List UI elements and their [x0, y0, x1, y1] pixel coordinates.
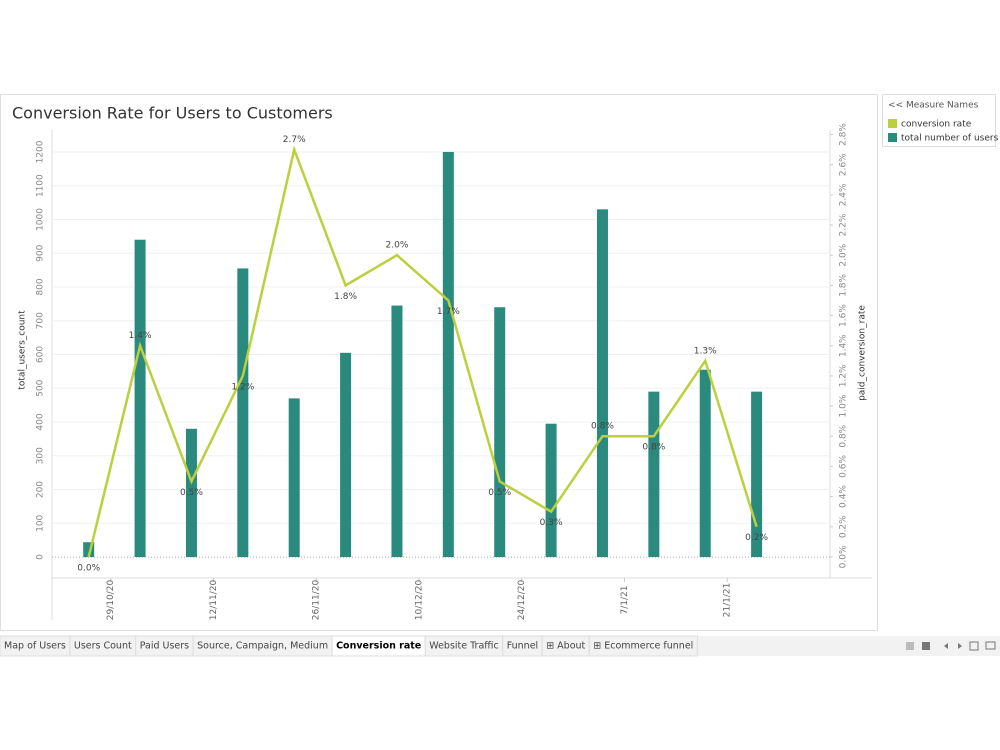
y-tick-label: 900 — [36, 244, 46, 261]
bar[interactable] — [442, 151, 454, 558]
data-label: 1.2% — [231, 382, 254, 392]
data-label: 2.0% — [386, 241, 409, 251]
bar[interactable] — [545, 423, 557, 558]
y2-tick-label: 1.8% — [839, 273, 849, 296]
y2-tick-label: 2.2% — [839, 213, 849, 236]
bar[interactable] — [340, 352, 352, 558]
y-tick-label: 500 — [36, 379, 46, 396]
bar[interactable] — [596, 209, 608, 558]
tab-label[interactable]: Funnel — [507, 641, 539, 652]
data-label: 1.3% — [694, 346, 717, 356]
y-tick-label: 0 — [36, 554, 46, 560]
y2-tick-label: 2.4% — [839, 183, 849, 206]
x-tick-label: 29/10/20 — [106, 580, 116, 621]
bar[interactable] — [83, 542, 95, 558]
y-tick-label: 1000 — [36, 208, 46, 231]
tab-label[interactable]: Source, Campaign, Medium — [197, 641, 328, 652]
y2-tick-label: 1.6% — [839, 304, 849, 327]
tab-label[interactable]: Conversion rate — [336, 641, 421, 652]
data-label: 2.7% — [283, 135, 306, 145]
y-tick-label: 300 — [36, 447, 46, 464]
data-label: 1.7% — [437, 307, 460, 317]
bar[interactable] — [699, 369, 711, 558]
bar[interactable] — [288, 398, 300, 558]
legend-label[interactable]: total number of users — [901, 134, 999, 144]
tab-label[interactable]: Map of Users — [4, 641, 66, 652]
y2-tick-label: 0.0% — [839, 545, 849, 568]
tab-label[interactable]: ⊞ About — [546, 641, 585, 652]
x-tick-label: 26/11/20 — [312, 580, 322, 621]
data-label: 0.5% — [180, 488, 203, 498]
y2-tick-label: 1.0% — [839, 394, 849, 417]
y-tick-label: 1200 — [36, 140, 46, 163]
data-label: 0.5% — [488, 488, 511, 498]
legend-box — [882, 94, 996, 147]
y2-tick-label: 2.8% — [839, 123, 849, 146]
x-tick-label: 21/1/21 — [723, 583, 733, 618]
chart-title: Conversion Rate for Users to Customers — [12, 104, 333, 123]
legend-label[interactable]: conversion rate — [901, 120, 972, 130]
data-label: 0.0% — [77, 563, 100, 573]
y-tick-label: 400 — [36, 413, 46, 430]
y2-axis-label: paid_conversion_rate — [858, 305, 868, 401]
y-tick-label: 800 — [36, 278, 46, 295]
y-tick-label: 200 — [36, 481, 46, 498]
x-tick-label: 24/12/20 — [517, 580, 527, 621]
y2-tick-label: 2.0% — [839, 243, 849, 266]
tab-label[interactable]: Website Traffic — [429, 641, 498, 652]
icon[interactable] — [944, 643, 948, 649]
data-label: 1.8% — [334, 292, 357, 302]
data-label: 0.8% — [591, 422, 614, 432]
icon[interactable] — [969, 641, 979, 651]
icon[interactable] — [985, 641, 996, 650]
bar[interactable] — [648, 391, 660, 558]
y2-tick-label: 0.4% — [839, 485, 849, 508]
y2-tick-label: 1.4% — [839, 334, 849, 357]
data-label: 0.2% — [745, 533, 768, 543]
x-tick-label: 12/11/20 — [209, 580, 219, 621]
legend-swatch[interactable] — [888, 119, 897, 128]
bar[interactable] — [751, 391, 763, 558]
y2-tick-label: 1.2% — [839, 364, 849, 387]
data-label: 0.8% — [642, 443, 665, 453]
x-tick-label: 7/1/21 — [620, 586, 630, 615]
bar[interactable] — [185, 428, 197, 558]
icon[interactable] — [958, 643, 962, 649]
bar[interactable] — [391, 305, 403, 558]
icon[interactable] — [906, 642, 914, 650]
y2-tick-label: 0.2% — [839, 515, 849, 538]
y-tick-label: 1100 — [36, 174, 46, 197]
y-tick-label: 100 — [36, 514, 46, 531]
y2-tick-label: 0.6% — [839, 455, 849, 478]
y-tick-label: 700 — [36, 312, 46, 329]
chart-panel — [0, 94, 878, 631]
x-tick-label: 10/12/20 — [414, 580, 424, 621]
icon[interactable] — [922, 642, 930, 650]
bar[interactable] — [494, 307, 506, 558]
y-tick-label: 600 — [36, 346, 46, 363]
y2-tick-label: 0.8% — [839, 424, 849, 447]
data-label: 0.3% — [540, 518, 563, 528]
data-label: 1.4% — [129, 331, 152, 341]
legend-swatch[interactable] — [888, 133, 897, 142]
tab-label[interactable]: Users Count — [74, 641, 132, 652]
tab[interactable] — [588, 635, 698, 657]
y2-tick-label: 2.6% — [839, 153, 849, 176]
tab-label[interactable]: Paid Users — [140, 641, 189, 652]
bar[interactable] — [237, 268, 249, 558]
line — [87, 145, 758, 558]
bar[interactable] — [134, 239, 146, 558]
y-axis-label: total_users_count — [18, 310, 28, 390]
nav-icons — [906, 641, 996, 651]
legend-title[interactable]: << Measure Names — [888, 101, 979, 111]
tab-label[interactable]: ⊞ Ecommerce funnel — [593, 641, 693, 652]
